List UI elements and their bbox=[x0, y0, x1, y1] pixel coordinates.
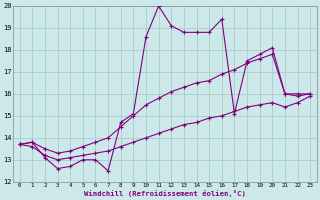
X-axis label: Windchill (Refroidissement éolien,°C): Windchill (Refroidissement éolien,°C) bbox=[84, 190, 246, 197]
